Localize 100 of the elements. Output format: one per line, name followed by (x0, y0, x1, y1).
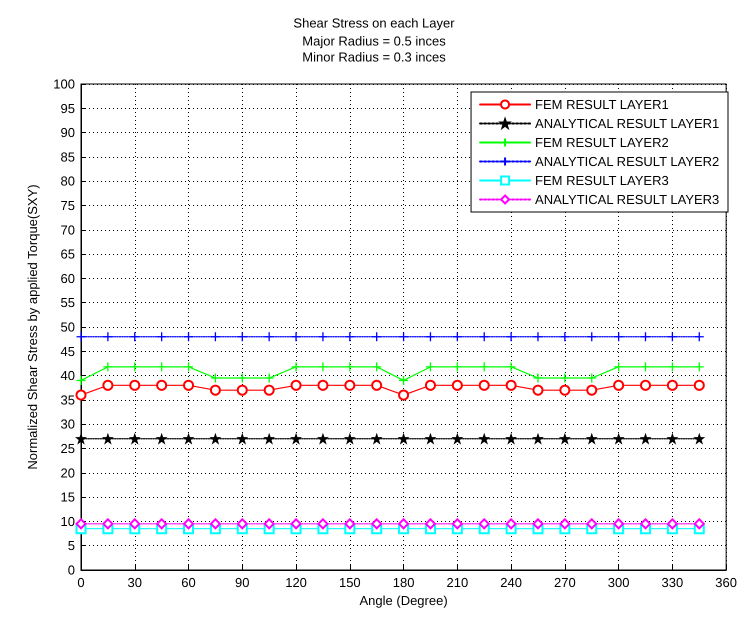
y-tick-label: 10 (60, 514, 75, 529)
legend-label: ANALYTICAL RESULT LAYER3 (535, 192, 720, 207)
point (532, 384, 544, 396)
point (398, 434, 409, 444)
point (452, 518, 463, 530)
point (694, 362, 704, 372)
y-tick-label: 30 (60, 416, 75, 432)
point (613, 362, 624, 372)
legend-label: ANALYTICAL RESULT LAYER1 (535, 116, 720, 131)
point (102, 518, 114, 530)
point (667, 362, 678, 372)
point (237, 332, 248, 342)
chart-title: Shear Stress on each Layer (293, 16, 456, 30)
point (398, 332, 409, 342)
x-tick-label: 360 (715, 575, 738, 590)
y-tick-label: 55 (60, 295, 75, 310)
point (478, 380, 490, 391)
point (317, 380, 328, 391)
point (372, 332, 382, 342)
point (344, 518, 356, 530)
point (614, 434, 624, 444)
y-tick-label: 90 (60, 125, 75, 140)
point (640, 380, 652, 391)
x-tick-label: 300 (608, 575, 630, 590)
y-tick-label: 20 (60, 465, 75, 480)
point (398, 518, 410, 530)
point (640, 434, 651, 444)
point (344, 380, 356, 391)
point (666, 518, 678, 530)
point (156, 518, 168, 530)
point (318, 332, 328, 342)
legend-label: FEM RESULT LAYER3 (535, 173, 669, 188)
point (586, 434, 597, 444)
point (506, 380, 517, 391)
point (76, 375, 86, 386)
point (452, 380, 463, 391)
x-tick-label: 120 (285, 575, 307, 590)
y-tick-label: 50 (60, 320, 75, 334)
legend-label: FEM RESULT LAYER1 (535, 97, 669, 112)
point (264, 518, 275, 530)
y-tick-label: 35 (60, 392, 75, 408)
y-tick-label: 60 (60, 270, 75, 286)
point (102, 362, 114, 372)
x-tick-label: 90 (235, 575, 250, 590)
point (532, 372, 544, 384)
y-tick-label: 65 (60, 246, 75, 262)
point (398, 375, 409, 386)
legend-label: FEM RESULT LAYER2 (535, 135, 669, 150)
x-tick-label: 270 (554, 575, 576, 590)
x-tick-label: 30 (128, 575, 142, 590)
point (613, 518, 624, 530)
point (560, 332, 570, 342)
point (424, 380, 436, 391)
point (640, 332, 651, 342)
point (183, 518, 194, 530)
point (210, 518, 221, 530)
y-tick-label: 5 (68, 538, 75, 554)
point (424, 518, 436, 530)
point (532, 518, 544, 530)
point (506, 434, 516, 444)
point (372, 362, 382, 372)
point (425, 362, 436, 372)
point (559, 384, 570, 396)
x-tick-label: 330 (662, 575, 684, 590)
y-axis-title: Normalized Shear Stress by applied Torque(SXY) (25, 184, 40, 470)
point (156, 380, 168, 391)
point (290, 362, 302, 372)
point (586, 332, 597, 342)
point (76, 434, 86, 444)
point (264, 372, 274, 384)
point (236, 518, 248, 530)
x-tick-label: 0 (77, 575, 85, 590)
point (560, 434, 570, 444)
point (76, 390, 86, 401)
point (532, 332, 544, 342)
point (506, 332, 516, 342)
x-axis-title: Angle (Degree) (360, 593, 448, 608)
point (372, 434, 382, 444)
point (560, 372, 570, 384)
x-tick-label: 180 (392, 575, 414, 590)
point (102, 332, 114, 342)
point (694, 434, 704, 444)
point (210, 372, 221, 384)
point (264, 332, 274, 342)
point (694, 380, 705, 391)
point (478, 518, 490, 530)
point (210, 332, 221, 342)
point (613, 380, 624, 391)
point (506, 362, 516, 372)
y-tick-label: 25 (60, 441, 75, 456)
x-tick-label: 150 (338, 575, 361, 590)
y-tick-label: 80 (60, 174, 75, 189)
point (102, 380, 114, 391)
point (156, 434, 167, 444)
point (183, 362, 194, 372)
point (183, 332, 194, 342)
y-tick-label: 45 (60, 344, 75, 359)
point (290, 332, 302, 342)
point (290, 380, 302, 391)
legend-label: ANALYTICAL RESULT LAYER2 (535, 154, 720, 169)
